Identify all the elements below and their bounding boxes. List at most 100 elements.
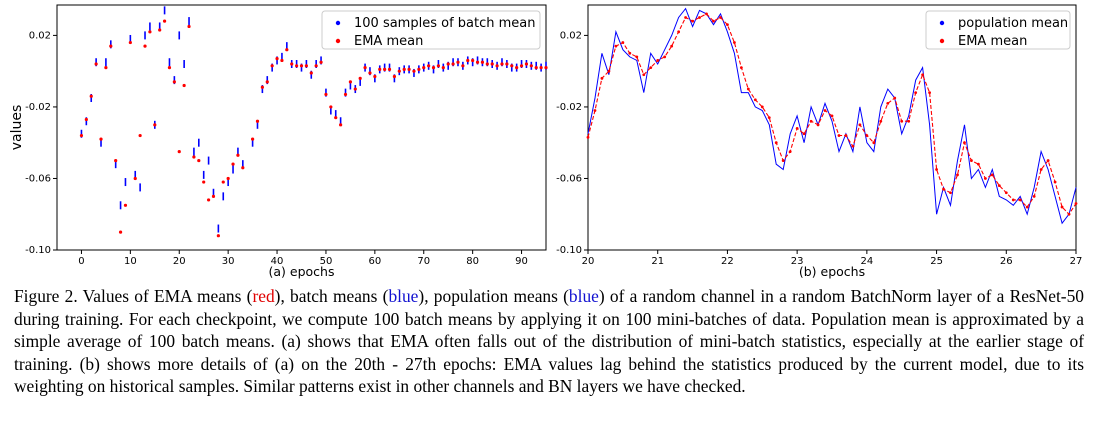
chart-a-x-tick-label: 30 [222,256,235,267]
chart-a-ema-point [295,64,299,68]
chart-b-ema-marker [649,66,653,69]
chart-b: 20 21 22 23 24 25 26 27 -0.10 -0.06 -0.02 0.02 (b) e… [556,4,1083,279]
chart-b-ema-marker [1039,168,1043,171]
chart-b-ema-marker [1074,202,1078,205]
chart-b-ema-marker [635,55,639,59]
chart-a-ema-point [402,67,406,71]
chart-a-ema-point [368,71,372,75]
chart-b-ema-marker [746,87,750,91]
chart-a-ema-point [221,180,225,184]
chart-a-ema-point [524,62,529,66]
chart-b-ema-marker [753,98,757,102]
chart-a-ema-point [417,67,421,71]
chart-a-ema-point [104,65,108,70]
chart-b-x-tick-label: 27 [1070,256,1083,267]
chart-b-ema-marker [1053,180,1057,184]
chart-b-ema-marker [809,119,813,123]
chart-a-ema-point [539,65,543,70]
chart-b-ema-marker [921,73,925,77]
chart-b-ema-marker [767,116,771,120]
chart-a-ema-point [211,194,216,198]
chart-b-ema-marker [705,12,708,16]
chart-a-ema-point [534,65,538,70]
chart-a-ema-point [407,67,411,71]
figure-area: 0 10 20 30 40 50 60 70 80 90 -0.10 -0.06 -0.02 0.02 (a… [9,4,1083,279]
chart-b-ema-marker [1060,205,1064,209]
chart-a-ema-point [270,64,274,68]
chart-a-y-tick-label: -0.10 [25,245,51,256]
chart-b-ema-marker [739,66,743,69]
chart-a-ema-point [451,62,455,66]
figure-caption: Figure 2. Values of EMA means (red), bat… [14,285,1084,398]
chart-a-ema-point [309,71,313,75]
chart-a-x-tick-label: 50 [320,256,333,267]
chart-a-ema-point [495,64,499,68]
chart-b-ema-marker [802,132,806,136]
chart-a-x-tick-label: 0 [78,256,84,267]
chart-a-ema-point [158,28,162,32]
chart-a-x-tick-label: 60 [368,256,381,267]
chart-a-legend-label: EMA mean [354,34,423,49]
chart-b-ema-marker [712,19,715,23]
chart-a-ema-point [275,57,279,61]
chart-a-ema-point [412,69,416,73]
chart-a-ema-point [510,64,514,68]
caption-mid1: ), batch means ( [274,286,389,306]
chart-b-ema-marker [621,41,625,44]
chart-a-ema-point [114,158,118,163]
chart-a-ema-point [431,65,436,70]
chart-b-ema-marker [830,114,834,118]
chart-b-ema-marker [949,191,952,195]
chart-a-ema-point [358,76,362,80]
chart-b-ema-marker [956,173,959,177]
chart-a-ema-point [446,62,450,66]
chart-a-ema-point [172,80,176,84]
chart-a-ema-point [285,48,289,52]
chart-b-ema-marker [781,159,785,162]
chart-b-ema-marker [663,55,667,59]
chart-b-ema-marker [656,59,660,62]
chart-b-ema-marker [726,23,729,27]
chart-b-x-axis-label: (b) epochs [799,264,865,279]
caption-blue-word-1: blue [388,286,419,306]
chart-b-ema-marker [886,101,890,105]
chart-a-ema-point [148,30,152,34]
chart-a-ema-point [441,65,445,70]
chart-a: 0 10 20 30 40 50 60 70 80 90 -0.10 -0.06 -0.02 0.02 (a… [9,4,548,279]
chart-a-ema-point [241,166,245,170]
chart-b-ema-marker [642,73,646,77]
chart-a-x-tick-label: 40 [271,256,284,267]
chart-b-ema-marker [1032,194,1036,198]
chart-b-ema-marker [788,150,792,154]
chart-a-ema-point [334,116,338,120]
chart-a-ema-point [353,87,357,91]
chart-b-ema-marker [844,134,848,137]
chart-b-ema-marker [963,141,966,145]
chart-b-ema-marker [691,19,694,23]
chart-a-x-axis-label: (a) epochs [269,264,335,279]
caption-red-word: red [252,286,275,306]
chart-a-ema-point [182,83,186,88]
chart-b-legend-marker [939,38,945,44]
chart-a-y-axis-label: values [9,105,25,151]
chart-a-ema-point [397,69,401,73]
chart-b-ema-marker [1011,198,1015,202]
chart-b-ema-marker [837,134,841,137]
chart-b-ema-marker [907,119,911,123]
chart-a-ema-point [314,64,318,68]
chart-b-data-layer [586,7,1078,225]
chart-a-ema-point [153,123,157,127]
chart-b-ema-marker [942,187,945,191]
chart-a-ema-point [138,133,142,138]
chart-a-ema-point [466,58,470,63]
chart-b-ema-marker [1025,205,1029,209]
chart-b-x-tick-label: 24 [860,256,873,267]
chart-a-ema-point [519,64,524,68]
chart-a-x-tick-label: 70 [417,256,430,267]
chart-a-ema-point [251,137,255,141]
chart-a-ema-point [133,176,137,181]
chart-a-ema-point [505,62,509,66]
chart-b-ema-marker [684,16,687,19]
chart-b-ema-marker [586,135,590,139]
chart-a-ema-point [329,105,333,109]
